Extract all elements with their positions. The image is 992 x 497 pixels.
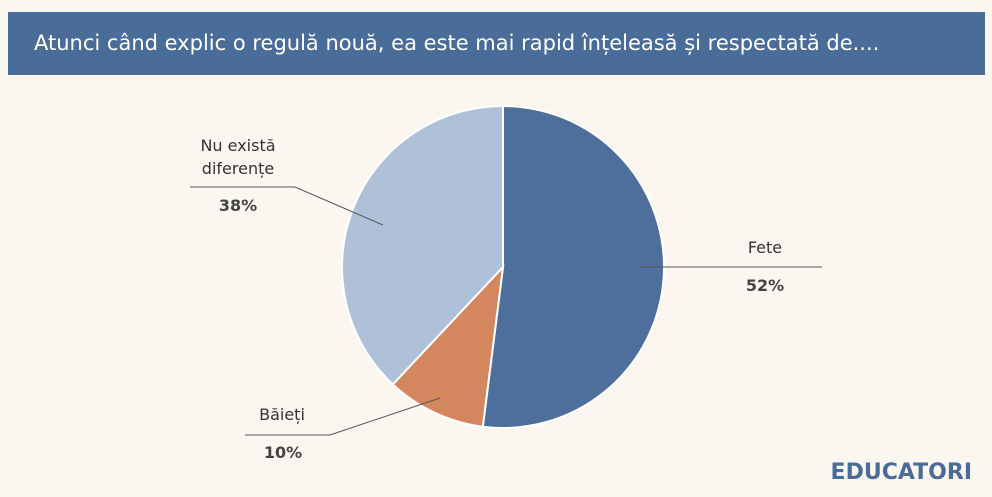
value-label: 10% bbox=[263, 443, 303, 462]
pie-slice bbox=[481, 104, 666, 429]
slice-label: Fete bbox=[747, 238, 783, 257]
leader-line bbox=[190, 186, 384, 226]
chart-title: Atunci când explic o regulă nouă, ea est… bbox=[8, 12, 985, 75]
value-label: 52% bbox=[745, 276, 785, 295]
brand: EDUCATORI bbox=[830, 460, 972, 485]
pie-slice bbox=[341, 104, 504, 386]
slice-label: Băieți bbox=[259, 405, 305, 424]
leader-line bbox=[245, 397, 441, 436]
value-label: 38% bbox=[218, 196, 258, 215]
pie-slice bbox=[391, 264, 505, 428]
slice-label: Nu există diferențe bbox=[200, 136, 276, 178]
